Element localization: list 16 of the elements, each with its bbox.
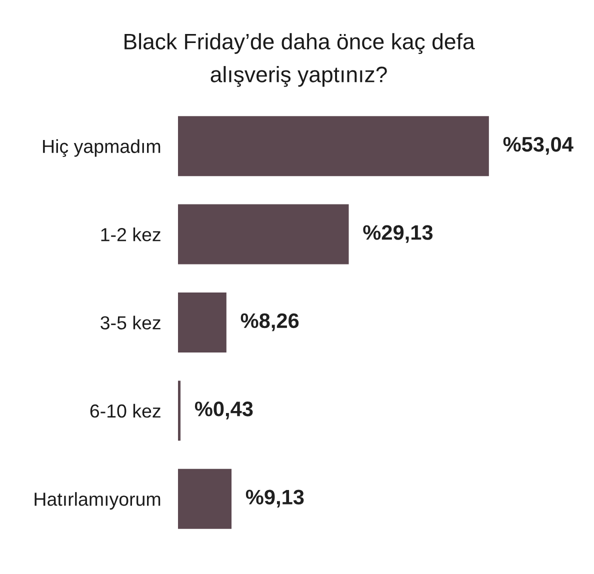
y-tick-label: 3-5 kez xyxy=(100,316,160,330)
data-label: %0,43 xyxy=(194,402,253,420)
data-label: %9,13 xyxy=(246,490,304,508)
y-tick-label: Hatırlamıyorum xyxy=(34,492,160,510)
bar xyxy=(178,204,349,264)
bar xyxy=(178,292,226,352)
chart-title: Black Friday’de daha önce kaç defa alışveriş yaptınız? xyxy=(124,33,475,87)
data-label: %29,13 xyxy=(363,225,433,243)
y-tick-label: 6-10 kez xyxy=(90,404,160,418)
y-tick-label: Hiç yapmadım xyxy=(43,139,160,157)
bar xyxy=(178,468,232,529)
y-tick-label: 1-2 kez xyxy=(101,228,160,242)
bar xyxy=(178,380,181,441)
data-label: %53,04 xyxy=(503,136,574,155)
bar xyxy=(178,116,489,176)
data-label: %8,26 xyxy=(240,313,299,332)
